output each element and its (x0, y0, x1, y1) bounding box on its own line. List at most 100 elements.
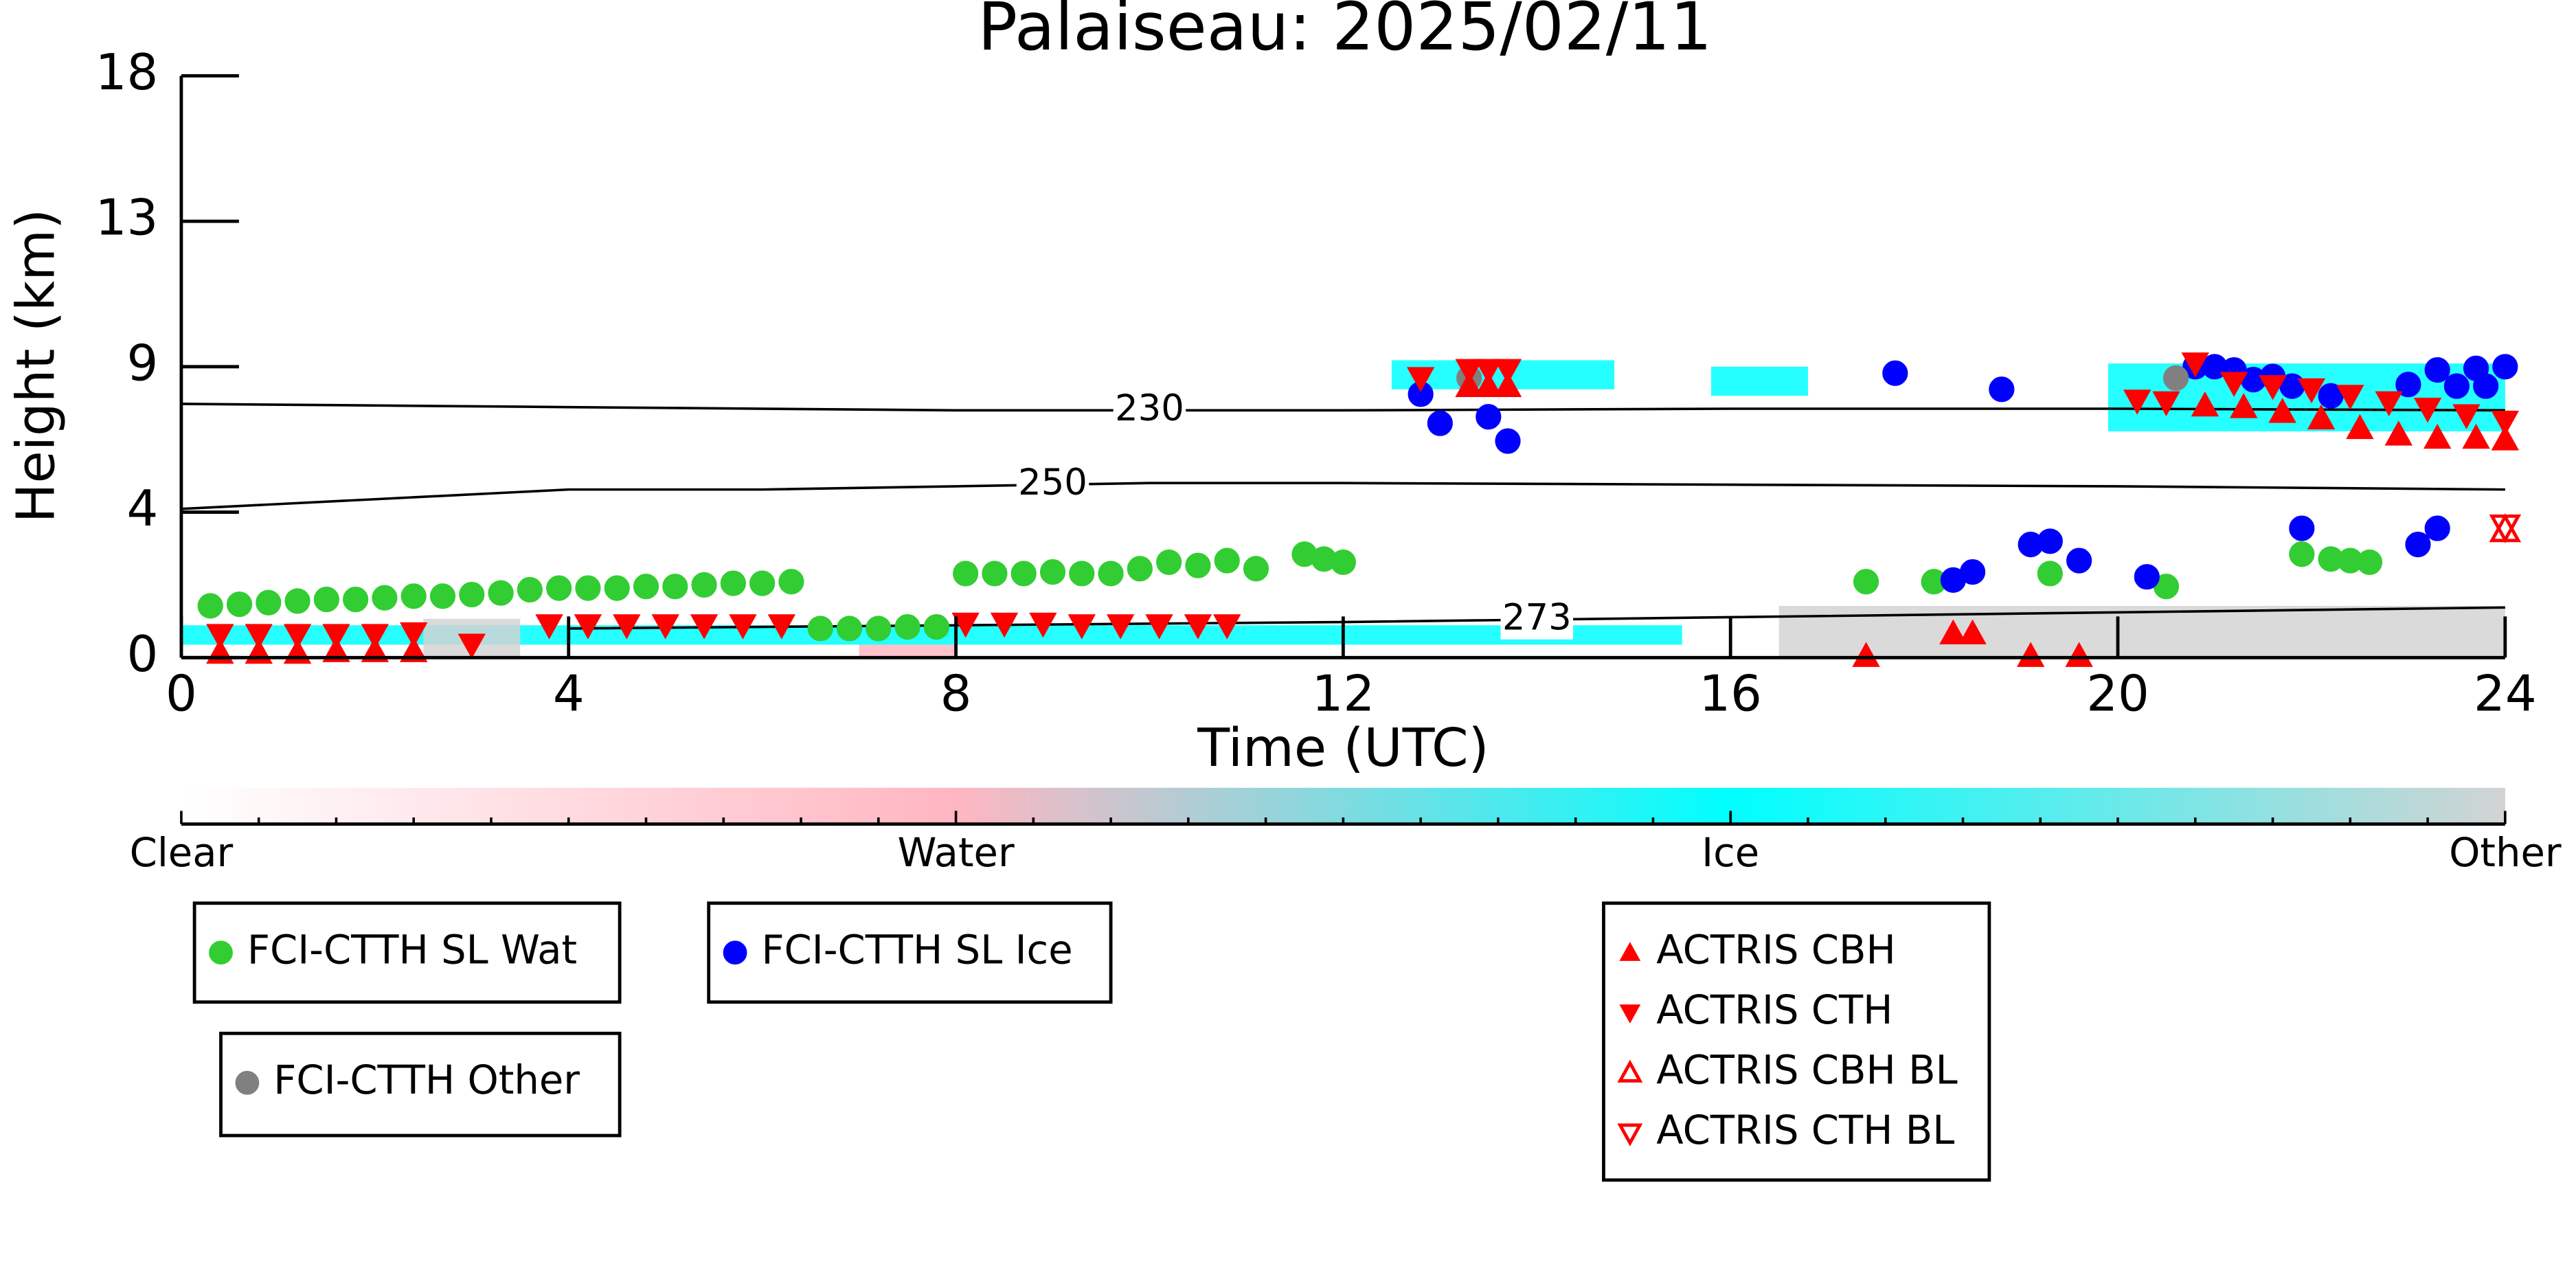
x-tick-label: 8 (940, 664, 972, 722)
y-axis-label: Height (km) (6, 209, 67, 523)
data-point (322, 637, 350, 662)
data-point (429, 583, 456, 609)
legend-label: ACTRIS CTH BL (1656, 1107, 1954, 1153)
data-point (2297, 378, 2326, 404)
data-point (2491, 410, 2520, 436)
data-point (256, 589, 282, 615)
data-point (1958, 619, 1987, 644)
colorbar-label: Clear (130, 830, 234, 876)
data-point (1474, 359, 1503, 384)
data-point (2219, 372, 2248, 397)
data-point (1959, 559, 1986, 585)
data-point (1474, 372, 1503, 398)
data-point (488, 580, 514, 606)
data-point (2152, 391, 2180, 417)
data-point (2037, 528, 2063, 554)
data-point (2492, 354, 2518, 380)
legend-marker (209, 940, 233, 965)
contour-label: 230 (1115, 387, 1184, 429)
y-tick-label: 4 (127, 479, 159, 537)
data-point (749, 570, 776, 596)
legend-label: FCI-CTTH Other (273, 1057, 580, 1103)
legend: ACTRIS CBH ACTRIS CTH ACTRIS CBH BL ACTRIS … (1602, 901, 1991, 1182)
data-point (836, 615, 863, 642)
data-point (2405, 532, 2431, 558)
cloud-mask-region (1711, 366, 1808, 396)
data-point (535, 614, 563, 640)
data-point (633, 574, 659, 600)
data-point (604, 575, 630, 601)
data-point (546, 575, 572, 601)
data-point (990, 612, 1019, 638)
colorbar-label: Water (897, 830, 1015, 876)
data-point (2230, 393, 2258, 418)
data-point (1493, 359, 1522, 384)
y-tick-label: 9 (127, 334, 159, 392)
data-point (2289, 515, 2315, 541)
x-tick-label: 12 (1312, 664, 1375, 722)
data-point (284, 588, 310, 614)
cloud-mask-region (1778, 606, 2505, 658)
data-point (1852, 642, 1880, 667)
legend-label: FCI-CTTH SL Ice (761, 927, 1072, 973)
data-point (2307, 404, 2336, 430)
data-point (400, 583, 427, 609)
legend-label: ACTRIS CBH (1656, 927, 1896, 973)
legend-marker (235, 1070, 260, 1095)
data-point (1010, 561, 1037, 587)
data-point (2489, 514, 2522, 543)
data-point (662, 574, 688, 600)
data-point (2181, 352, 2209, 378)
cloud-mask-region (859, 644, 956, 656)
data-point (2424, 515, 2450, 541)
legend: FCI-CTTH Other (219, 1031, 622, 1138)
data-point (2016, 642, 2045, 667)
data-point (1145, 614, 1173, 640)
data-point (313, 587, 339, 613)
legend-box (219, 1031, 622, 1138)
data-point (2395, 372, 2421, 398)
data-point (953, 561, 979, 587)
data-point (720, 570, 746, 596)
data-point (778, 569, 804, 595)
legend-marker (723, 940, 747, 965)
data-point (1039, 559, 1066, 585)
legend-box (1602, 901, 1991, 1182)
data-point (1495, 428, 1521, 454)
data-point (2134, 564, 2160, 590)
colorbar-label: Other (2449, 830, 2562, 876)
legend-marker (1617, 1059, 1643, 1083)
data-point (399, 622, 428, 648)
data-point (322, 624, 350, 649)
data-point (1493, 372, 1522, 398)
data-point (1184, 614, 1212, 640)
data-point (923, 614, 949, 640)
data-point (2413, 398, 2442, 423)
contour-line (181, 482, 2505, 510)
y-tick-label: 13 (95, 189, 159, 247)
data-point (226, 591, 253, 618)
contour-label-bg (1113, 390, 1186, 431)
data-point (1098, 561, 1124, 587)
data-point (1882, 360, 1908, 386)
data-point (1330, 549, 1356, 576)
data-point (2452, 404, 2481, 429)
data-point (2162, 365, 2189, 391)
x-axis-label: Time (UTC) (1197, 718, 1489, 779)
data-point (1029, 612, 1057, 638)
legend: FCI-CTTH SL Ice (707, 901, 1113, 1004)
contour-line (181, 403, 2505, 412)
data-point (613, 614, 641, 640)
data-point (517, 576, 543, 603)
data-point (2336, 385, 2364, 410)
data-point (1127, 556, 1153, 582)
legend-marker (1619, 942, 1641, 961)
data-point (343, 587, 369, 613)
data-point (575, 575, 601, 601)
data-point (1069, 561, 1095, 587)
x-tick-label: 24 (2474, 664, 2537, 722)
data-point (2424, 357, 2450, 383)
data-point (457, 633, 486, 659)
